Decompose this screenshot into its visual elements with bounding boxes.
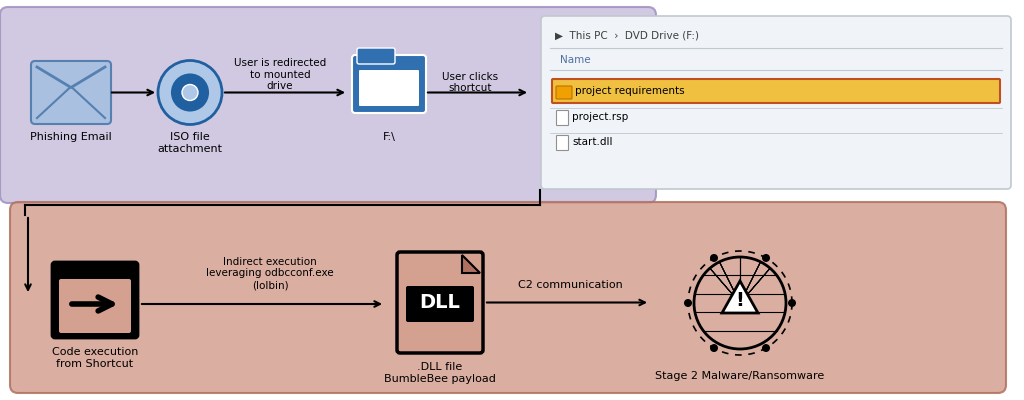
Text: !: ! — [735, 292, 744, 310]
Text: F:\: F:\ — [383, 132, 395, 142]
Text: .DLL file
BumbleBee payload: .DLL file BumbleBee payload — [384, 362, 496, 384]
Circle shape — [762, 254, 770, 262]
Text: Code execution
from Shortcut: Code execution from Shortcut — [52, 347, 138, 369]
FancyBboxPatch shape — [359, 70, 419, 106]
Circle shape — [788, 299, 796, 307]
FancyBboxPatch shape — [556, 110, 568, 126]
Text: Phishing Email: Phishing Email — [30, 132, 112, 142]
Text: Indirect execution
leveraging odbcconf.exe
(lolbin): Indirect execution leveraging odbcconf.e… — [206, 257, 334, 290]
FancyBboxPatch shape — [406, 286, 474, 322]
Circle shape — [182, 84, 198, 100]
Circle shape — [158, 60, 222, 124]
FancyBboxPatch shape — [541, 16, 1011, 189]
FancyBboxPatch shape — [52, 262, 138, 338]
Text: project requirements: project requirements — [575, 86, 685, 96]
FancyBboxPatch shape — [0, 7, 656, 203]
FancyBboxPatch shape — [397, 252, 483, 353]
Text: Name: Name — [560, 55, 591, 65]
Text: Stage 2 Malware/Ransomware: Stage 2 Malware/Ransomware — [655, 371, 824, 381]
FancyBboxPatch shape — [59, 279, 131, 333]
FancyBboxPatch shape — [556, 86, 572, 99]
Circle shape — [684, 299, 692, 307]
Text: ISO file
attachment: ISO file attachment — [158, 132, 222, 154]
Circle shape — [172, 74, 208, 110]
FancyBboxPatch shape — [556, 136, 568, 150]
FancyBboxPatch shape — [31, 61, 111, 124]
Circle shape — [710, 344, 718, 352]
Text: C2 communication: C2 communication — [517, 280, 623, 290]
Text: project.rsp: project.rsp — [572, 112, 629, 122]
FancyBboxPatch shape — [10, 202, 1006, 393]
Polygon shape — [722, 281, 758, 313]
FancyBboxPatch shape — [352, 55, 426, 113]
Circle shape — [762, 344, 770, 352]
Polygon shape — [462, 255, 480, 273]
Text: User is redirected
to mounted
drive: User is redirected to mounted drive — [233, 58, 326, 91]
Text: ▶  This PC  ›  DVD Drive (F:): ▶ This PC › DVD Drive (F:) — [555, 30, 699, 40]
Text: DLL: DLL — [420, 294, 461, 312]
Text: User clicks
shortcut: User clicks shortcut — [442, 72, 498, 93]
FancyBboxPatch shape — [552, 79, 1000, 103]
FancyBboxPatch shape — [357, 48, 395, 64]
Circle shape — [710, 254, 718, 262]
Text: start.dll: start.dll — [572, 137, 612, 147]
